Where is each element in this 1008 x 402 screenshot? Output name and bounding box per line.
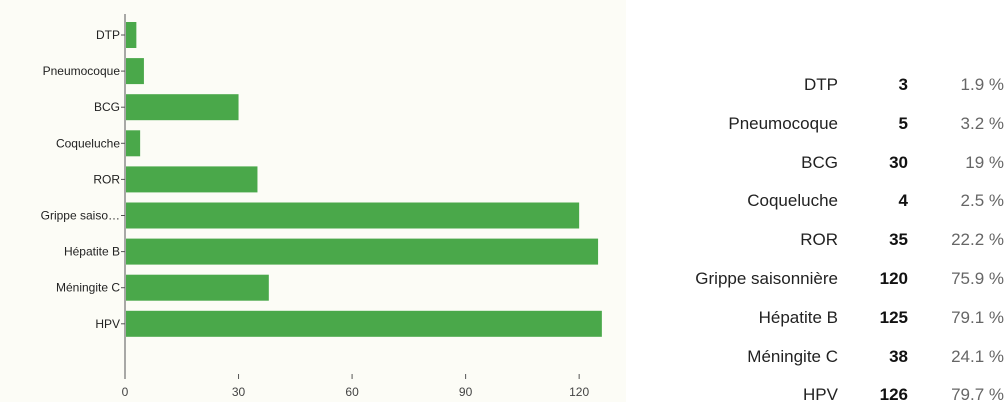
row-count: 35 bbox=[889, 230, 908, 250]
x-tick-label: 120 bbox=[569, 385, 589, 399]
bar-1 bbox=[126, 58, 144, 85]
row-count: 38 bbox=[889, 346, 908, 366]
row-percent: 75.9 % bbox=[951, 269, 1004, 288]
row-label: Méningite C bbox=[747, 346, 838, 366]
bar-2 bbox=[126, 94, 239, 121]
category-label: DTP bbox=[96, 28, 120, 42]
row-count: 5 bbox=[898, 113, 908, 133]
table-row: Hépatite B 125 79.1 % bbox=[640, 303, 1008, 333]
row-label: Pneumocoque bbox=[728, 113, 838, 133]
row-label: HPV bbox=[803, 385, 838, 402]
bar-5 bbox=[126, 202, 580, 229]
bar-4 bbox=[126, 166, 258, 193]
row-percent: 79.7 % bbox=[951, 385, 1004, 402]
bar-chart-panel: DTP Pneumocoque BCG Coqueluche ROR Grippe sai… bbox=[40, 14, 602, 399]
table-row: Coqueluche 4 2.5 % bbox=[640, 186, 1008, 216]
row-percent: 79.1 % bbox=[951, 307, 1004, 327]
row-label: Hépatite B bbox=[758, 307, 838, 327]
category-label: Coqueluche bbox=[56, 136, 120, 150]
table-row: DTP 3 1.9 % bbox=[640, 70, 1008, 100]
row-label: DTP bbox=[804, 75, 838, 94]
category-label: Grippe saiso… bbox=[41, 209, 120, 223]
row-label: BCG bbox=[801, 152, 838, 172]
bar-0 bbox=[126, 22, 137, 48]
category-label: HPV bbox=[95, 317, 120, 331]
row-count: 4 bbox=[898, 191, 908, 211]
table-row: BCG 30 19 % bbox=[640, 148, 1008, 178]
bar-6 bbox=[126, 238, 599, 265]
row-label: Grippe saisonnière bbox=[695, 269, 838, 288]
row-count: 126 bbox=[879, 385, 908, 402]
row-percent: 2.5 % bbox=[960, 191, 1004, 211]
table-row: Pneumocoque 5 3.2 % bbox=[640, 109, 1008, 139]
row-count: 30 bbox=[889, 152, 908, 172]
summary-table: DTP 3 1.9 % Pneumocoque 5 3.2 % BCG 30 19 % Coque… bbox=[640, 0, 1008, 402]
category-label: Méningite C bbox=[56, 281, 120, 295]
row-percent: 22.2 % bbox=[951, 230, 1004, 250]
category-label: BCG bbox=[94, 100, 120, 114]
bar-8 bbox=[126, 310, 602, 337]
bar-7 bbox=[126, 274, 269, 301]
category-label: Pneumocoque bbox=[43, 64, 121, 78]
x-tick-label: 0 bbox=[122, 385, 129, 399]
row-percent: 3.2 % bbox=[960, 113, 1004, 133]
x-tick-label: 90 bbox=[459, 385, 473, 399]
row-label: ROR bbox=[800, 230, 838, 250]
table-row: Méningite C 38 24.1 % bbox=[640, 342, 1008, 372]
table-row: ROR 35 22.2 % bbox=[640, 225, 1008, 255]
table-row: HPV 126 79.7 % bbox=[640, 380, 1008, 402]
x-tick-label: 60 bbox=[345, 385, 359, 399]
bar-3 bbox=[126, 130, 141, 157]
row-count: 3 bbox=[898, 75, 908, 94]
row-percent: 1.9 % bbox=[960, 75, 1004, 94]
row-label: Coqueluche bbox=[747, 191, 838, 211]
table-row: Grippe saisonnière 120 75.9 % bbox=[640, 264, 1008, 294]
row-count: 120 bbox=[879, 269, 908, 288]
category-label: Hépatite B bbox=[64, 245, 120, 259]
category-label: ROR bbox=[93, 172, 120, 186]
row-percent: 19 % bbox=[965, 152, 1004, 172]
row-count: 125 bbox=[879, 307, 908, 327]
bar-chart: DTP Pneumocoque BCG Coqueluche ROR Grippe sai… bbox=[41, 14, 602, 399]
x-tick-label: 30 bbox=[232, 385, 246, 399]
row-percent: 24.1 % bbox=[951, 346, 1004, 366]
